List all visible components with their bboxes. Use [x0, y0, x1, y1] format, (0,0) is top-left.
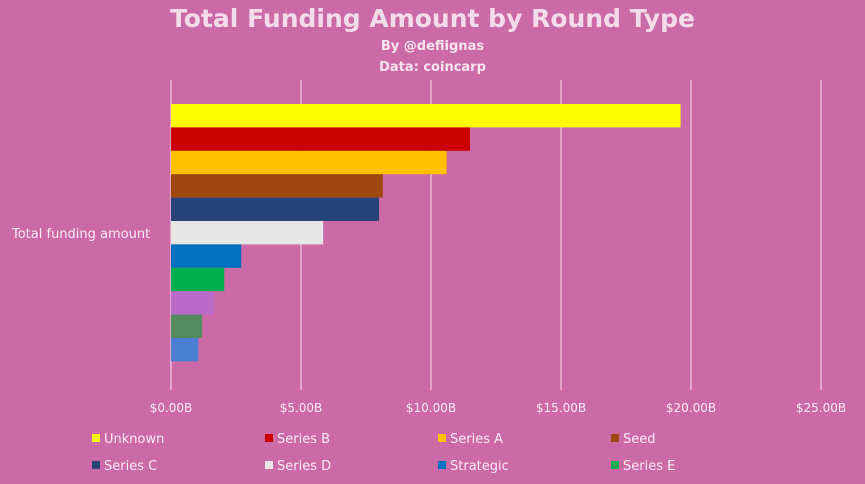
legend-swatch: [438, 434, 446, 442]
x-tick-label: $25.00B: [796, 401, 846, 415]
bar: [171, 150, 447, 175]
legend-label: Seed: [623, 432, 656, 447]
x-tick-label: $0.00B: [150, 401, 193, 415]
chart-byline: By @defiignas: [380, 39, 485, 54]
legend-label: Strategic: [450, 459, 509, 474]
category-label: Total funding amount: [11, 227, 150, 242]
bar: [171, 291, 214, 315]
legend-swatch: [92, 461, 100, 469]
legend-swatch: [92, 434, 100, 442]
legend-swatch: [611, 461, 619, 469]
legend-label: Series D: [277, 459, 331, 474]
legend-swatch: [265, 434, 273, 442]
bar: [171, 221, 324, 245]
legend-label: Series B: [277, 432, 330, 447]
legend-label: Unknown: [104, 432, 164, 447]
legend-label: Series A: [450, 432, 503, 447]
bar: [171, 104, 681, 128]
chart-title: Total Funding Amount by Round Type: [170, 4, 695, 33]
legend-swatch: [265, 461, 273, 469]
bar: [171, 174, 383, 198]
chart-source: Data: coincarp: [379, 60, 486, 75]
bar: [171, 197, 379, 221]
x-tick-label: $20.00B: [666, 401, 716, 415]
legend-swatch: [438, 461, 446, 469]
bar: [171, 267, 225, 292]
bar: [171, 338, 199, 362]
legend-swatch: [611, 434, 619, 442]
bar: [171, 314, 203, 338]
x-tick-label: $5.00B: [280, 401, 323, 415]
legend-label: Series C: [104, 459, 157, 474]
bar: [171, 127, 470, 151]
legend-label: Series E: [623, 459, 675, 474]
bar: [171, 244, 242, 268]
x-tick-label: $15.00B: [536, 401, 586, 415]
x-tick-label: $10.00B: [406, 401, 456, 415]
